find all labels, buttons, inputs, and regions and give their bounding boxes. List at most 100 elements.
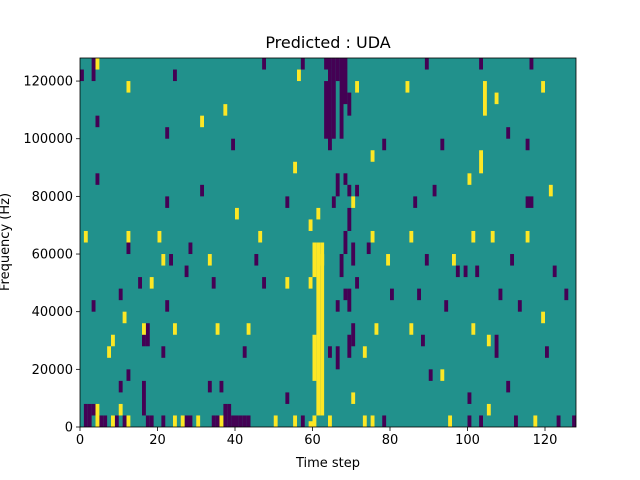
heatmap-cell-high [448,415,453,427]
heatmap-cell-low [328,58,332,70]
heatmap-cell-low [173,69,177,82]
heatmap-cell-high [126,415,131,427]
heatmap-cell-high [467,173,472,185]
heatmap-cell-low [122,415,127,427]
heatmap-cell-low [347,184,352,197]
heatmap-cell-low [165,196,170,208]
heatmap-cell-low [211,415,216,427]
heatmap-cell-low [242,346,247,358]
heatmap-cell-low [200,184,205,197]
heatmap-cell-high [126,230,131,243]
heatmap-cell-high [374,323,379,335]
heatmap-cell-low [339,254,344,278]
heatmap-cell-low [142,334,146,347]
heatmap-cell-low [285,196,290,208]
heatmap-cell-low [331,196,336,208]
heatmap-cell-low [188,242,193,255]
heatmap-cell-low [556,415,561,427]
heatmap-cell-low [235,415,239,427]
heatmap-cell-low [517,300,522,312]
heatmap-cell-high [293,415,298,427]
heatmap-cell-low [564,288,569,301]
heatmap-cell-high [316,207,321,220]
heatmap-cell-low [169,254,174,266]
heatmap-cell-high [161,254,166,266]
heatmap-cell-low [552,265,557,278]
heatmap-cell-high [142,323,146,335]
heatmap-cell-low [506,127,511,139]
heatmap-cell-high [207,254,212,266]
heatmap-cell-low [126,369,131,381]
heatmap-cell-low [262,277,267,289]
heatmap-cell-low [145,415,150,427]
y-tick-label: 0 [65,421,73,436]
heatmap-cell-high [471,230,476,243]
heatmap-cell-low [95,115,100,128]
heatmap-cell-low [91,300,96,312]
heatmap-cell-low [355,184,360,197]
x-tick-label: 120 [533,433,558,448]
heatmap-cell-low [95,173,100,185]
y-tick-label: 80000 [32,190,73,205]
heatmap-cell-low [238,415,243,427]
x-tick-label: 60 [304,433,321,448]
y-axis-label: Frequency (Hz) [0,193,13,291]
heatmap-cell-low [479,58,484,70]
heatmap-cell-high [483,81,487,116]
heatmap-cell-high [223,104,228,116]
heatmap-cell-low [300,415,305,427]
heatmap-cell-low [529,58,534,70]
x-tick-label: 20 [149,433,166,448]
heatmap-cell-high [149,277,154,289]
heatmap-cell-high [328,415,332,427]
y-tick-label: 100000 [23,132,73,147]
heatmap-cell-low [246,415,251,427]
low-value-cells [80,58,577,427]
heatmap-cell-high [452,254,456,266]
heatmap-cell-low [118,288,123,301]
heatmap-cell-high [351,392,356,404]
heatmap-cell-low [324,58,329,70]
plot-area [79,57,577,428]
heatmap-cell-low [142,380,146,416]
heatmap-cell-low [382,415,387,427]
heatmap-cell-low [444,300,449,312]
heatmap-cell-high [409,230,414,243]
heatmap-cell-high [541,311,546,324]
heatmap-cell-low [424,254,429,266]
heatmap-cell-low [324,81,329,139]
x-tick-label: 80 [382,433,399,448]
heatmap-cell-high [440,369,445,381]
heatmap-cell-low [343,173,348,185]
heatmap-cell-high [370,415,375,427]
heatmap-cell-low [211,277,216,289]
heatmap-cell-low [103,415,108,427]
y-tick-label: 20000 [32,363,73,378]
heatmap-cell-high [525,230,530,243]
y-tick-label: 60000 [32,248,73,263]
heatmap-cell-low [161,346,166,358]
heatmap-cell-high [126,81,131,93]
heatmap-cell-low [343,230,348,255]
heatmap-cell-low [231,138,236,151]
heatmap-cell-low [215,415,220,427]
heatmap-cell-high [235,207,239,220]
heatmap-cell-low [335,173,340,197]
heatmap-cell-high [83,230,88,243]
heatmap-cell-low [242,415,247,427]
heatmap-cell-low [285,392,290,404]
heatmap-cell-high [320,254,325,266]
heatmap-cell-low [161,415,166,427]
heatmap-cell-low [262,58,267,70]
heatmap-cell-high [308,421,313,427]
heatmap-cell-low [347,288,352,312]
heatmap-cell-low [254,254,259,266]
heatmap-cell-high [107,346,112,358]
heatmap-cell-low [335,58,340,82]
heatmap-cell-low [138,277,143,289]
x-tick-label: 100 [455,433,480,448]
y-tick-label: 40000 [32,305,73,320]
heatmap-cell-low [328,69,332,151]
high-value-cells [83,58,553,427]
